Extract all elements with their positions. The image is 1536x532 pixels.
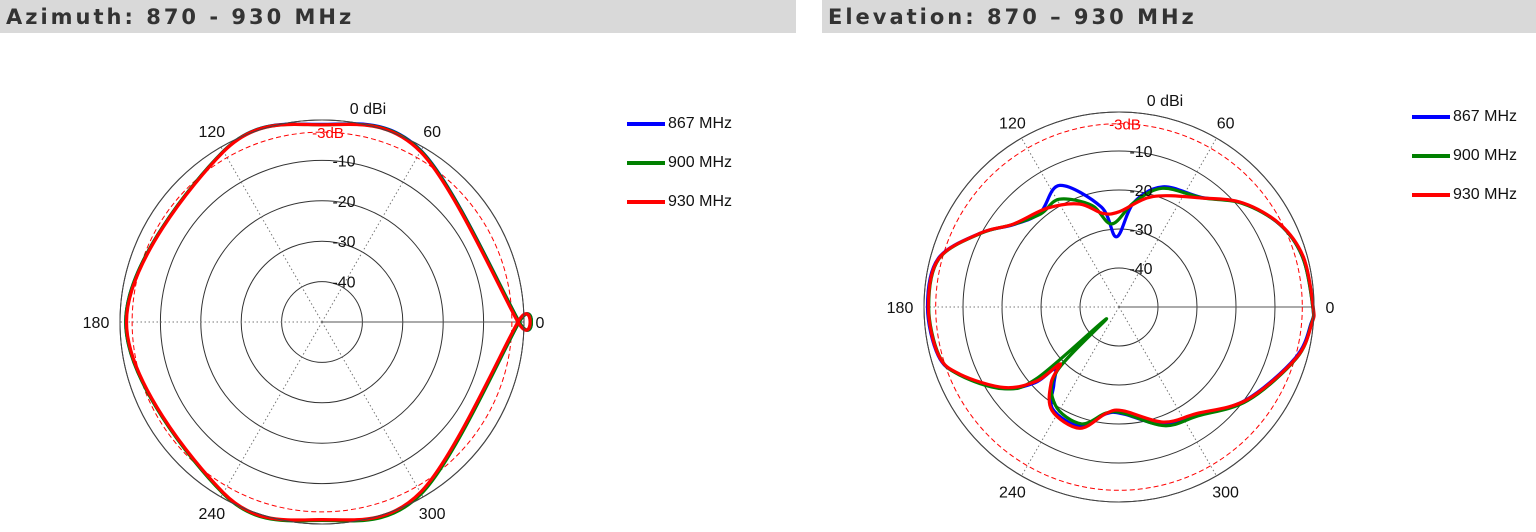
angle-tick-label: 60 xyxy=(423,124,441,141)
spoke-240 xyxy=(1021,306,1120,477)
legend-swatch xyxy=(1412,114,1450,119)
angle-tick-label: 300 xyxy=(1212,485,1239,502)
spoke-300 xyxy=(1118,306,1217,477)
angle-tick-label: 120 xyxy=(999,115,1026,132)
radial-tick-label: -40 xyxy=(1129,261,1152,278)
outer-ring xyxy=(119,119,525,525)
legend-item: 867 MHz xyxy=(627,104,732,143)
series-line-867-mhz xyxy=(925,183,1316,428)
radial-unit-label: 0 dBi xyxy=(1147,93,1183,110)
angle-tick-label: 0 xyxy=(1326,300,1335,317)
spoke-120 xyxy=(220,146,323,323)
legend-item: 900 MHz xyxy=(627,143,732,182)
radial-tick-label: -10 xyxy=(1129,144,1152,161)
reference-ring xyxy=(131,131,513,513)
spoke-240 xyxy=(220,321,323,498)
spoke-60 xyxy=(1118,137,1217,308)
legend-label: 900 MHz xyxy=(668,153,733,171)
radial-tick-label: -20 xyxy=(332,194,355,211)
legend-label: 930 MHz xyxy=(668,192,733,210)
series-line-930-mhz xyxy=(926,194,1316,430)
angle-tick-label: 180 xyxy=(83,315,110,332)
legend-label: 900 MHz xyxy=(1453,146,1518,164)
radial-unit-label: 0 dBi xyxy=(350,101,386,118)
spoke-300 xyxy=(321,321,424,498)
spoke-120 xyxy=(1021,137,1120,308)
legend-item: 930 MHz xyxy=(1412,175,1517,214)
reference-ring xyxy=(935,123,1303,491)
legend-label: 867 MHz xyxy=(1453,107,1518,125)
angle-tick-label: 180 xyxy=(887,300,914,317)
polar-chart-0: -10 -20 -30 -40 0 dBi -3dB 0 60 120 180 240 300 xyxy=(83,101,545,525)
azimuth-header: Azimuth: 870 - 930 MHz xyxy=(0,0,796,33)
azimuth-legend: 867 MHz 900 MHz 930 MHz xyxy=(627,104,732,221)
radial-tick-label: -30 xyxy=(1129,222,1152,239)
legend-swatch xyxy=(1412,192,1450,197)
legend-label: 930 MHz xyxy=(1453,185,1518,203)
outer-ring xyxy=(923,111,1315,503)
radial-tick-label: -40 xyxy=(332,275,355,292)
legend-item: 867 MHz xyxy=(1412,97,1517,136)
angle-tick-label: 60 xyxy=(1217,115,1235,132)
polar-chart-1: -10 -20 -30 -40 0 dBi -3dB 0 60 120 180 240 300 xyxy=(887,93,1335,503)
radial-tick-label: -30 xyxy=(332,234,355,251)
angle-tick-label: 240 xyxy=(198,506,225,523)
legend-item: 930 MHz xyxy=(627,182,732,221)
spoke-60 xyxy=(321,146,424,323)
legend-swatch xyxy=(627,121,665,126)
reference-ring-label: -3dB xyxy=(1109,117,1141,134)
angle-tick-label: 300 xyxy=(419,506,446,523)
angle-tick-label: 120 xyxy=(198,124,225,141)
series-line-900-mhz xyxy=(124,122,534,523)
radial-tick-label: -20 xyxy=(1129,183,1152,200)
reference-ring-label: -3dB xyxy=(312,125,344,142)
series-line-930-mhz xyxy=(124,122,532,522)
elevation-header: Elevation: 870 – 930 MHz xyxy=(822,0,1536,33)
angle-tick-label: 240 xyxy=(999,485,1026,502)
elevation-legend: 867 MHz 900 MHz 930 MHz xyxy=(1412,97,1517,214)
legend-swatch xyxy=(627,199,665,204)
legend-swatch xyxy=(627,160,665,165)
legend-label: 867 MHz xyxy=(668,114,733,132)
legend-swatch xyxy=(1412,153,1450,158)
angle-tick-label: 0 xyxy=(536,315,545,332)
legend-item: 900 MHz xyxy=(1412,136,1517,175)
radial-tick-label: -10 xyxy=(332,153,355,170)
